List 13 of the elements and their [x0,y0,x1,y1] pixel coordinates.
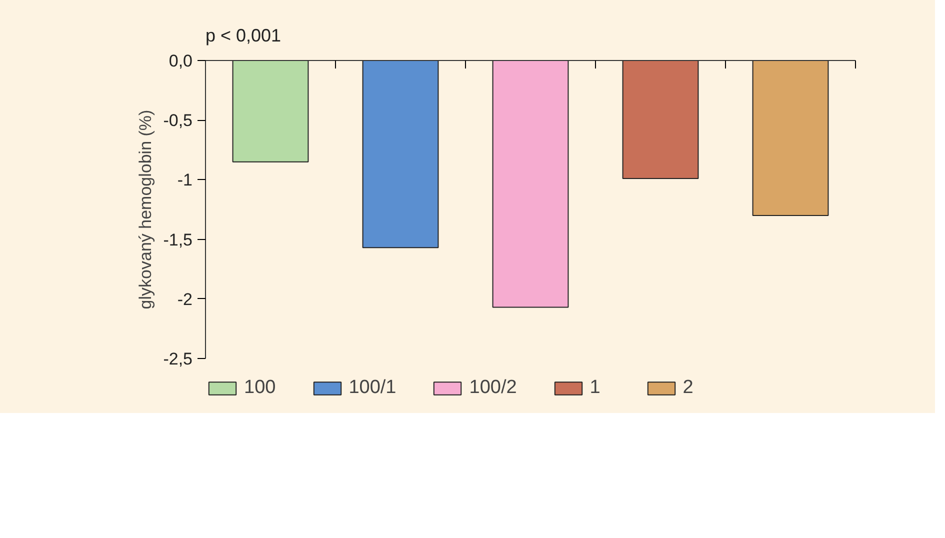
legend-label: 1 [590,377,602,399]
y-tick-label: -2 [177,290,193,309]
legend-label: 100/1 [348,377,396,399]
y-tick-label: -2,5 [163,350,193,368]
y-tick-label: 0,0 [168,52,193,70]
text: p < 0,001 [206,26,282,46]
legend-label: 100/2 [469,377,517,399]
y-tick-label: -1,5 [163,230,193,250]
y-axis-title: glykovaný hemoglobin (%) [136,110,156,310]
legend-label: 100 [244,377,276,399]
legend-label: 2 [682,377,694,399]
y-tick-label: -0,5 [163,111,193,130]
y-tick-label: -1 [177,170,193,190]
